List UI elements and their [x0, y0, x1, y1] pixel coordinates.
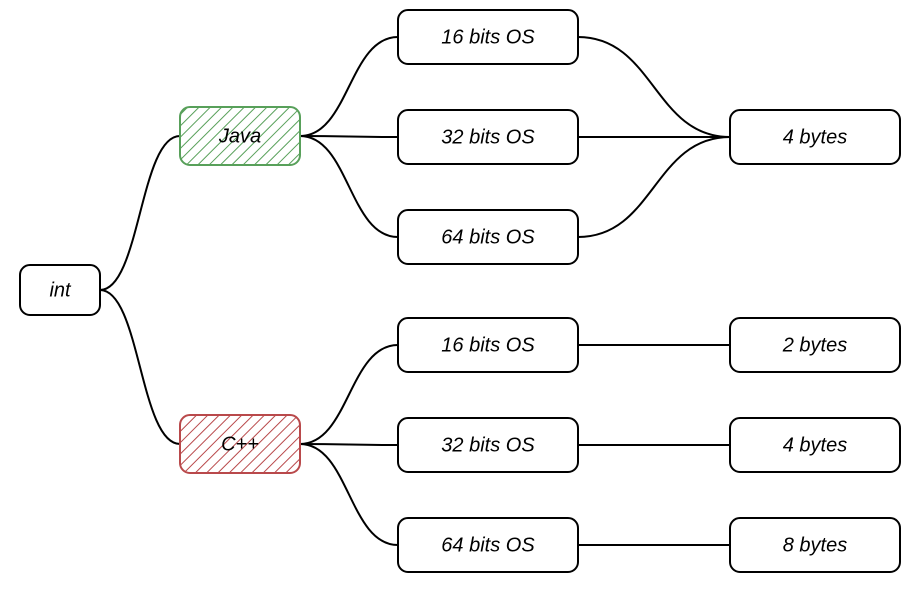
node-label: int: [49, 279, 72, 301]
edge-java-j32: [300, 136, 398, 137]
edge-cpp-c64: [300, 444, 398, 545]
node-label: 4 bytes: [783, 434, 847, 456]
node-label: 16 bits OS: [441, 26, 535, 48]
node-label: 16 bits OS: [441, 334, 535, 356]
node-label: 2 bytes: [782, 334, 847, 356]
node-c64: 64 bits OS: [398, 518, 578, 572]
node-int: int: [20, 265, 100, 315]
node-label: 8 bytes: [783, 534, 847, 556]
node-cb4: 4 bytes: [730, 418, 900, 472]
node-jb4: 4 bytes: [730, 110, 900, 164]
nodes-layer: int Java C++ 16 bits OS 32 bits OS 64 bits OS…: [20, 10, 900, 572]
edge-j64-jb4: [578, 137, 730, 237]
node-java: Java: [180, 107, 300, 165]
edge-java-j16: [300, 37, 398, 136]
diagram-canvas: int Java C++ 16 bits OS 32 bits OS 64 bits OS…: [0, 0, 924, 602]
node-j16: 16 bits OS: [398, 10, 578, 64]
node-label: C++: [221, 433, 259, 455]
node-label: 32 bits OS: [441, 126, 535, 148]
node-label: 64 bits OS: [441, 226, 535, 248]
node-label: Java: [218, 125, 261, 147]
edge-java-j64: [300, 136, 398, 237]
edge-int-java: [100, 136, 180, 290]
edge-cpp-c32: [300, 444, 398, 445]
node-c32: 32 bits OS: [398, 418, 578, 472]
node-cb8: 8 bytes: [730, 518, 900, 572]
node-label: 64 bits OS: [441, 534, 535, 556]
edge-cpp-c16: [300, 345, 398, 444]
node-label: 4 bytes: [783, 126, 847, 148]
edge-j16-jb4: [578, 37, 730, 137]
edge-int-cpp: [100, 290, 180, 444]
node-j64: 64 bits OS: [398, 210, 578, 264]
node-c16: 16 bits OS: [398, 318, 578, 372]
node-label: 32 bits OS: [441, 434, 535, 456]
node-cb2: 2 bytes: [730, 318, 900, 372]
node-j32: 32 bits OS: [398, 110, 578, 164]
node-cpp: C++: [180, 415, 300, 473]
